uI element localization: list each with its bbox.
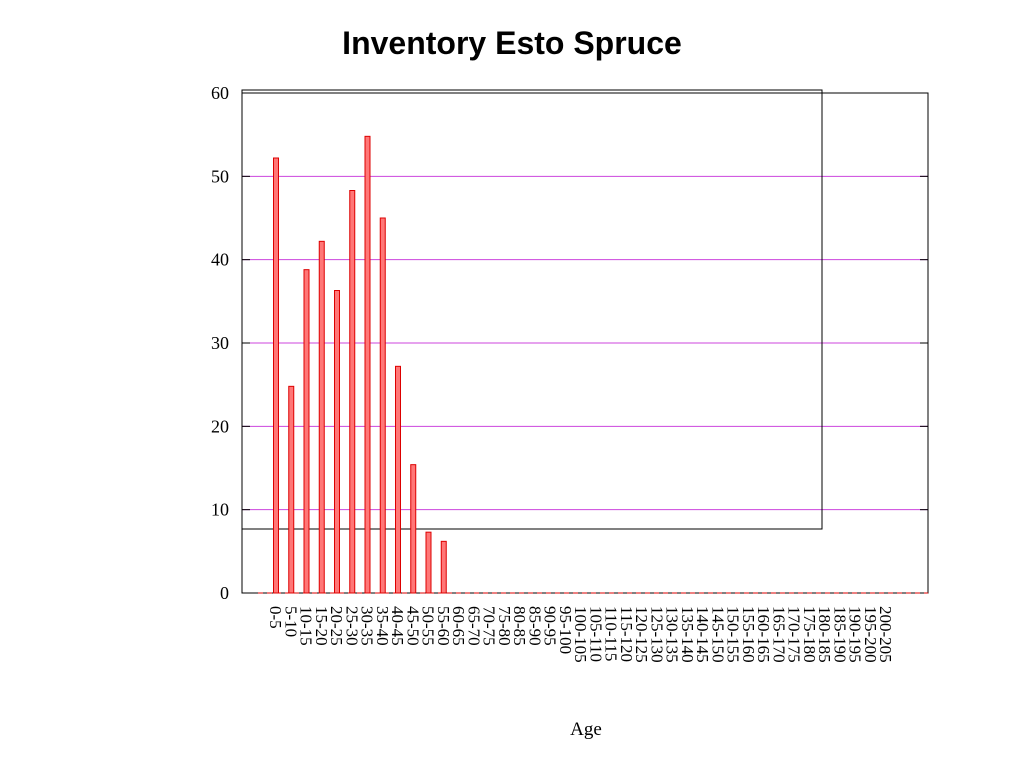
x-tick-label: 125-130 [647,606,666,663]
x-tick-label: 140-145 [693,606,712,663]
bar-20-25 [334,290,340,594]
grid-lines [242,175,928,511]
x-axis-label: Age [570,719,602,740]
x-tick-label: 75-80 [495,606,514,646]
x-tick-label: 30-35 [358,606,377,646]
x-tick-label: 200-205 [876,606,895,663]
x-tick-label: 180-185 [815,606,834,663]
bar-35-40 [379,217,386,594]
x-tick-label: 90-95 [541,606,560,646]
x-tick-label: 70-75 [480,606,499,646]
x-tick-label: 55-60 [434,606,453,646]
x-tick-label: 190-195 [846,606,865,663]
x-tick-label: 195-200 [861,606,880,663]
bars [258,135,928,594]
x-tick-label: 170-175 [785,606,804,663]
x-tick-label: 60-65 [449,606,468,646]
x-tick-label: 110-115 [602,606,621,661]
x-tick-label: 120-125 [632,606,651,663]
x-tick-label: 35-40 [373,606,392,646]
x-tick-label: 105-110 [586,606,605,662]
x-tick-label: 20-25 [327,606,346,646]
y-tick-label: 50 [211,166,229,186]
x-tick-label: 50-55 [419,606,438,646]
x-tick-label: 25-30 [342,606,361,646]
x-tick-label: 10-15 [297,606,316,646]
y-tick-label: 60 [211,83,229,103]
x-tick-label: 160-165 [754,606,773,663]
bar-0-5 [273,157,279,594]
bar-15-20 [318,240,325,594]
bar-40-45 [395,365,401,594]
y-tick-label: 20 [211,416,229,436]
bar-45-50 [410,464,417,594]
x-tick-label: 95-100 [556,606,575,654]
bar-25-30 [349,190,356,594]
x-tick-label: 175-180 [800,606,819,663]
bar-30-35 [364,135,371,594]
y-tick-label: 40 [211,250,229,270]
x-tick-label: 100-105 [571,606,590,663]
bar-55-60 [440,540,447,594]
x-tick-label: 145-150 [708,606,727,663]
bar-5-10 [288,385,295,594]
x-tick-label: 150-155 [724,606,743,663]
x-tick-label: 0-5 [266,606,285,629]
x-tick-label: 135-140 [678,606,697,663]
x-tick-label: 40-45 [388,606,407,646]
x-tick-label: 15-20 [312,606,331,646]
x-tick-label: 80-85 [510,606,529,646]
legend-box [241,89,823,530]
y-tick-label: 10 [211,500,229,520]
bar-10-15 [303,269,310,594]
x-axis-ticks: 0-55-1010-1515-2020-2525-3030-3535-4040-… [266,606,895,663]
x-tick-label: 65-70 [464,606,483,646]
bar-50-55 [425,531,432,594]
y-tick-label: 30 [211,333,229,353]
x-tick-label: 155-160 [739,606,758,663]
x-tick-label: 185-190 [830,606,849,663]
x-tick-label: 130-135 [663,606,682,663]
x-tick-label: 85-90 [525,606,544,646]
x-tick-label: 5-10 [281,606,300,637]
x-tick-label: 45-50 [403,606,422,646]
y-axis-ticks: 0 10 20 30 40 50 60 [211,83,928,603]
x-tick-label: 165-170 [769,606,788,663]
y-tick-label: 0 [220,583,229,603]
x-tick-label: 115-120 [617,606,636,662]
chart-title: Inventory Esto Spruce [342,25,682,61]
